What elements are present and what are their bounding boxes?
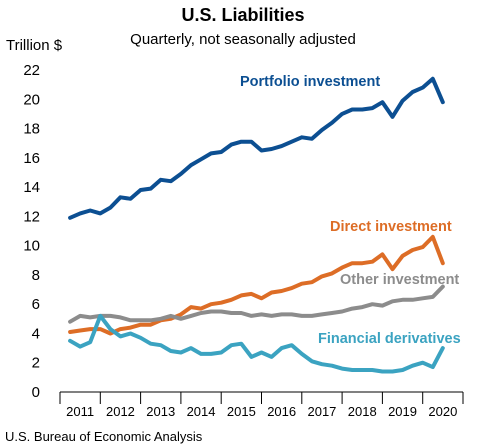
- chart-subtitle: Quarterly, not seasonally adjusted: [130, 31, 356, 48]
- y-tick-label: 4: [32, 325, 40, 342]
- x-tick-label: 2011: [66, 404, 94, 419]
- x-tick-label: 2012: [106, 404, 135, 419]
- x-tick-label: 2015: [227, 404, 256, 419]
- x-tick-label: 2017: [307, 404, 336, 419]
- x-tick-label: 2019: [388, 404, 417, 419]
- series-label-portfolio-investment: Portfolio investment: [240, 74, 380, 90]
- x-axis: 2011 2012 2013 2014 2015 2016 2017 2018 2019 2020: [59, 391, 464, 419]
- y-tick-label: 8: [32, 267, 40, 284]
- y-tick-label: 22: [23, 62, 40, 79]
- y-tick-label: 20: [23, 91, 40, 108]
- series-line-direct-investment: [68, 234, 445, 336]
- series-line-financial-derivatives: [68, 313, 445, 374]
- x-tick-label: 2014: [187, 404, 216, 419]
- series-label-direct-investment: Direct investment: [330, 219, 452, 235]
- x-tick-label: 2013: [146, 404, 175, 419]
- y-tick-label: 6: [32, 296, 40, 313]
- y-axis-unit-label: Trillion $: [6, 37, 63, 54]
- x-tick-label: 2016: [267, 404, 296, 419]
- series-lines: [68, 76, 445, 374]
- series-label-financial-derivatives: Financial derivatives: [318, 331, 461, 347]
- y-tick-label: 14: [23, 179, 40, 196]
- y-tick-label: 0: [32, 384, 40, 401]
- chart-title: U.S. Liabilities: [181, 5, 304, 25]
- y-tick-label: 18: [23, 121, 40, 138]
- y-tick-label: 2: [32, 355, 40, 372]
- x-tick-label: 2018: [348, 404, 377, 419]
- y-tick-label: 12: [23, 208, 40, 225]
- source-note: U.S. Bureau of Economic Analysis: [5, 429, 203, 444]
- y-tick-label: 10: [23, 238, 40, 255]
- series-label-other-investment: Other investment: [340, 272, 459, 288]
- y-axis-ticks: 0 2 4 6 8 10 12 14 16 18 20 22: [23, 62, 40, 401]
- y-tick-label: 16: [23, 150, 40, 167]
- series-line-portfolio-investment: [68, 76, 445, 220]
- series-line-other-investment: [68, 284, 445, 324]
- x-tick-label: 2020: [428, 404, 457, 419]
